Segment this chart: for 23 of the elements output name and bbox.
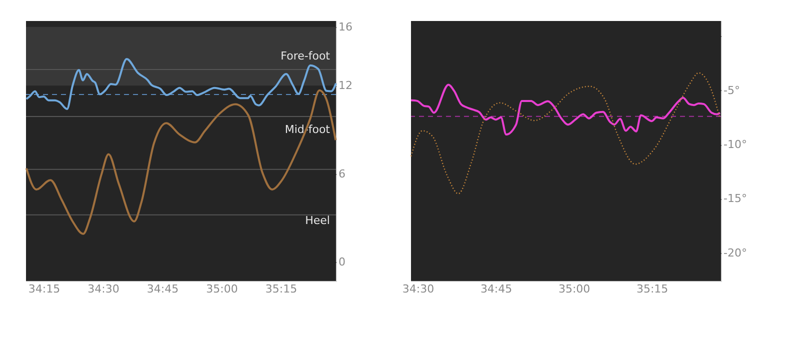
x-tick-label: 35:00 bbox=[558, 282, 590, 296]
y-tick-label: -15° bbox=[724, 192, 747, 206]
x-tick-label: 35:15 bbox=[265, 282, 298, 296]
y-tick-label: 0 bbox=[338, 255, 346, 268]
y-tick-label: -20° bbox=[724, 246, 747, 260]
x-tick-label: 34:45 bbox=[480, 282, 512, 296]
y-tick-label: 16 bbox=[338, 20, 352, 34]
band-label: Fore-foot bbox=[280, 49, 331, 62]
line-series bbox=[25, 58, 337, 110]
x-tick-label: 34:15 bbox=[28, 282, 60, 296]
y-tick-label: 12 bbox=[338, 79, 352, 92]
x-tick-label: 34:30 bbox=[88, 282, 120, 296]
x-tick-label: 35:15 bbox=[636, 282, 668, 296]
line-series bbox=[410, 72, 721, 194]
line-series bbox=[410, 84, 721, 136]
y-tick-label: -5° bbox=[724, 84, 740, 97]
x-tick-label: 34:45 bbox=[146, 282, 179, 296]
y-tick-label: -10° bbox=[724, 138, 747, 151]
y-tick-label: 6 bbox=[338, 167, 346, 180]
line-series bbox=[25, 89, 337, 235]
x-tick-label: 35:00 bbox=[206, 282, 238, 296]
annotation: Heel bbox=[305, 214, 330, 228]
x-tick-label: 34:30 bbox=[402, 282, 434, 296]
